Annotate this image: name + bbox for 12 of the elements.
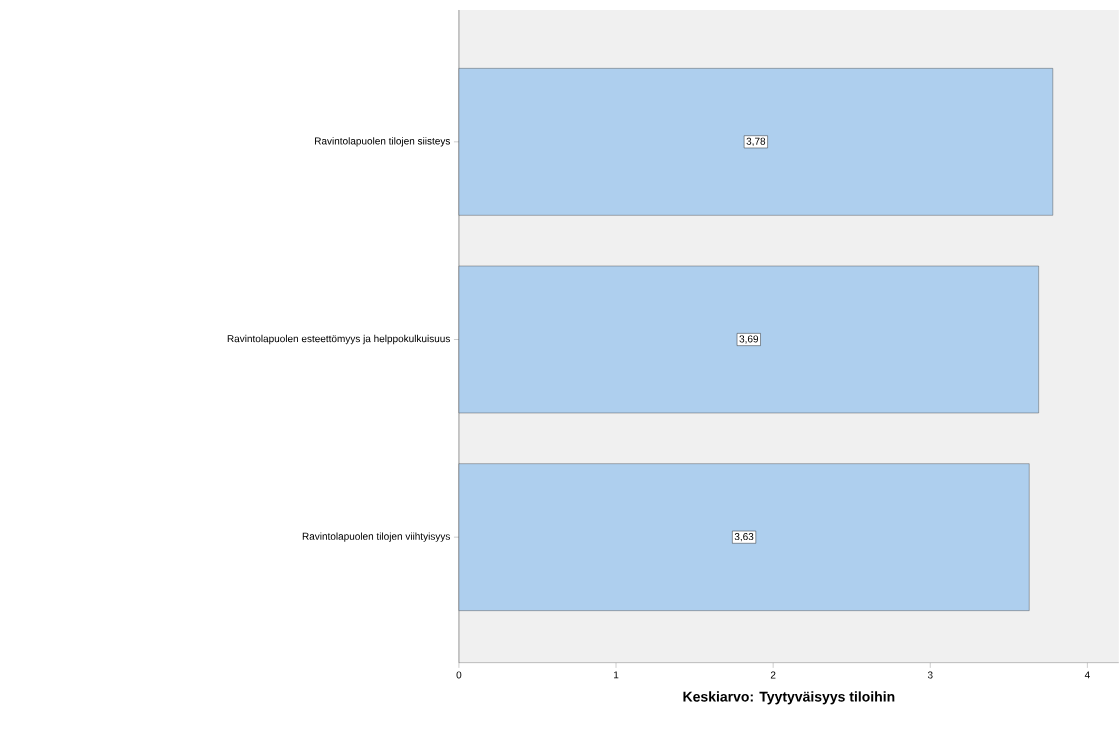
x-tick-label: 0 (456, 671, 462, 679)
data-label: 3,63 (734, 533, 754, 542)
x-tick-label: 1 (614, 671, 619, 679)
x-tick-label: 3 (927, 671, 933, 679)
x-axis-title: Keskiarvo: Tyytyväisyys tiloihin (683, 691, 895, 705)
data-label: 3,69 (739, 335, 759, 344)
y-tick-label: Ravintolapuolen esteettömyys ja helppokulkuisuus (227, 334, 450, 345)
y-tick-label: Ravintolapuolen tilojen siisteys (315, 137, 450, 147)
y-tick-label: Ravintolapuolen tilojen viihtyisyys (302, 532, 450, 542)
data-label: 3,78 (746, 137, 766, 147)
x-tick-label: 2 (770, 671, 776, 679)
x-tick-label: 4 (1084, 671, 1090, 679)
